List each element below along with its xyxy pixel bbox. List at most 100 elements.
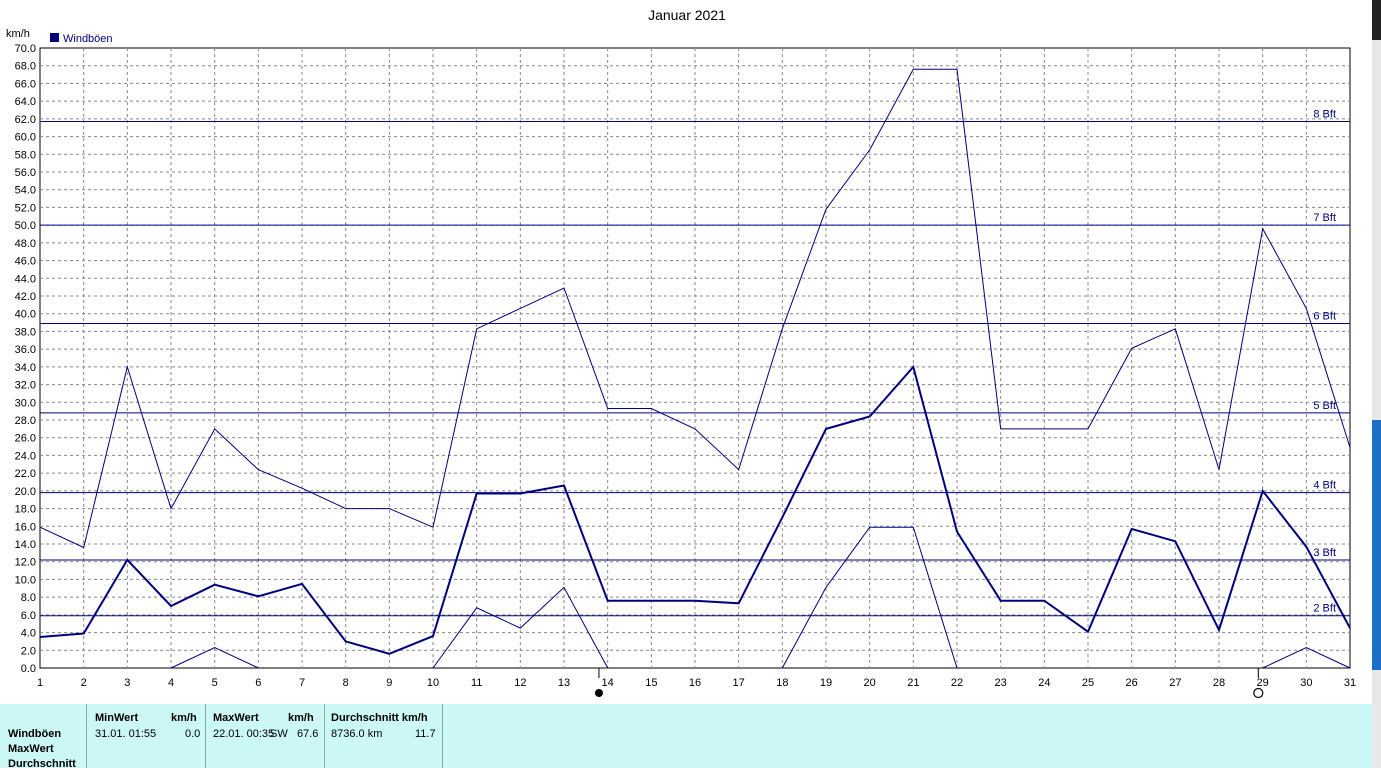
beaufort-label: 4 Bft <box>1313 480 1336 492</box>
beaufort-label: 7 Bft <box>1313 212 1336 224</box>
min-value: 0.0 <box>185 728 201 740</box>
y-tick-label: 52.0 <box>15 202 36 214</box>
y-tick-label: 50.0 <box>15 220 36 232</box>
y-tick-label: 4.0 <box>21 628 36 640</box>
y-tick-label: 62.0 <box>15 114 36 126</box>
y-unit-label: km/h <box>6 28 30 40</box>
min-column: MinWert km/h 31.01. 01:55 0.0 <box>86 704 205 768</box>
y-tick-label: 8.0 <box>21 592 36 604</box>
new-moon-icon <box>1253 687 1264 699</box>
x-tick-label: 18 <box>776 677 788 689</box>
y-tick-label: 60.0 <box>15 132 36 144</box>
y-tick-label: 44.0 <box>15 273 36 285</box>
grid <box>39 47 1351 669</box>
y-tick-label: 10.0 <box>15 574 36 586</box>
y-tick-label: 70.0 <box>15 43 36 55</box>
x-tick-label: 22 <box>951 677 963 689</box>
avg-header: Durchschnitt km/h <box>331 712 428 724</box>
y-tick-label: 40.0 <box>15 309 36 321</box>
series-min-line <box>1262 647 1351 669</box>
max-when: 22.01. 00:35 <box>213 728 275 740</box>
x-tick-label: 24 <box>1038 677 1050 689</box>
axes: 0.0 2.0 4.0 6.0 8.0 10.0 12.0 14.0 16.0 18.0 20.0 2… <box>15 43 1357 689</box>
x-tick-label: 6 <box>255 677 261 689</box>
y-tick-label: 36.0 <box>15 344 36 356</box>
beaufort-label: 8 Bft <box>1313 109 1336 121</box>
beaufort-label: 2 Bft <box>1313 603 1336 615</box>
x-tick-label: 19 <box>820 677 832 689</box>
y-tick-label: 28.0 <box>15 415 36 427</box>
y-tick-label: 2.0 <box>21 645 36 657</box>
moon-markers <box>594 668 1264 699</box>
max-header: MaxWert <box>213 712 259 724</box>
series-min-line <box>432 586 609 669</box>
x-tick-label: 28 <box>1213 677 1225 689</box>
x-tick-label: 7 <box>299 677 305 689</box>
x-tick-label: 21 <box>907 677 919 689</box>
x-tick-label: 13 <box>558 677 570 689</box>
window-edge <box>1372 0 1381 768</box>
series-min-line <box>170 647 259 669</box>
y-tick-label: 0.0 <box>21 663 36 675</box>
max-column: MaxWert km/h 22.01. 00:35 SW 67.6 <box>205 704 324 768</box>
row-label-maxwert: MaxWert <box>8 743 54 755</box>
x-tick-label: 10 <box>427 677 439 689</box>
series-min-line <box>781 526 958 669</box>
x-tick-label: 11 <box>471 677 482 689</box>
y-tick-label: 66.0 <box>15 78 36 90</box>
y-tick-label: 16.0 <box>15 521 36 533</box>
y-tick-label: 14.0 <box>15 539 36 551</box>
x-tick-label: 23 <box>995 677 1007 689</box>
x-tick-label: 25 <box>1082 677 1094 689</box>
y-tick-label: 18.0 <box>15 504 36 516</box>
edge-blue <box>1372 420 1381 670</box>
x-tick-label: 9 <box>386 677 392 689</box>
y-tick-label: 42.0 <box>15 291 36 303</box>
edge-dark <box>1372 0 1381 40</box>
x-tick-label: 16 <box>689 677 701 689</box>
y-tick-label: 58.0 <box>15 149 36 161</box>
x-tick-label: 2 <box>81 677 87 689</box>
chart-title: Januar 2021 <box>648 7 726 23</box>
avg-column: Durchschnitt km/h 8736.0 km 11.7 <box>324 704 443 768</box>
beaufort-label: 5 Bft <box>1313 400 1336 412</box>
x-tick-label: 8 <box>343 677 349 689</box>
series-max-line <box>39 68 1351 549</box>
beaufort-label: 6 Bft <box>1313 310 1336 322</box>
beaufort-lines: 2 Bft 3 Bft 4 Bft 5 Bft 6 Bft 7 Bft 8 Bft <box>40 109 1350 617</box>
y-tick-label: 46.0 <box>15 256 36 268</box>
min-header: MinWert <box>95 712 139 724</box>
legend-label: Windböen <box>63 33 113 45</box>
x-tick-label: 12 <box>514 677 526 689</box>
max-value: 67.6 <box>297 728 319 740</box>
x-tick-label: 29 <box>1257 677 1269 689</box>
x-tick-label: 14 <box>602 677 614 689</box>
x-tick-label: 4 <box>168 677 174 689</box>
x-tick-label: 5 <box>212 677 218 689</box>
max-unit: km/h <box>288 712 314 724</box>
beaufort-label: 3 Bft <box>1313 547 1336 559</box>
avg-value: 11.7 <box>415 728 436 740</box>
y-tick-label: 6.0 <box>21 610 36 622</box>
row-label-durchschnitt: Durchschnitt <box>8 758 76 770</box>
y-tick-label: 48.0 <box>15 238 36 250</box>
x-tick-label: 31 <box>1344 677 1356 689</box>
x-tick-label: 17 <box>733 677 745 689</box>
x-tick-label: 1 <box>37 677 43 689</box>
wind-chart: Januar 2021 km/h Windböen 2 Bft 3 Bft 4 Bf… <box>6 7 1357 699</box>
y-tick-label: 32.0 <box>15 380 36 392</box>
x-tick-label: 30 <box>1300 677 1312 689</box>
min-unit: km/h <box>171 712 197 724</box>
y-tick-label: 34.0 <box>15 362 36 374</box>
y-tick-label: 64.0 <box>15 96 36 108</box>
y-tick-label: 30.0 <box>15 397 36 409</box>
x-tick-label: 26 <box>1126 677 1138 689</box>
avg-distance: 8736.0 km <box>331 728 383 740</box>
y-tick-label: 54.0 <box>15 185 36 197</box>
y-tick-label: 26.0 <box>15 433 36 445</box>
y-tick-label: 68.0 <box>15 61 36 73</box>
y-tick-label: 12.0 <box>15 557 36 569</box>
x-tick-label: 15 <box>645 677 657 689</box>
x-tick-label: 20 <box>864 677 876 689</box>
max-dir: SW <box>270 728 288 740</box>
